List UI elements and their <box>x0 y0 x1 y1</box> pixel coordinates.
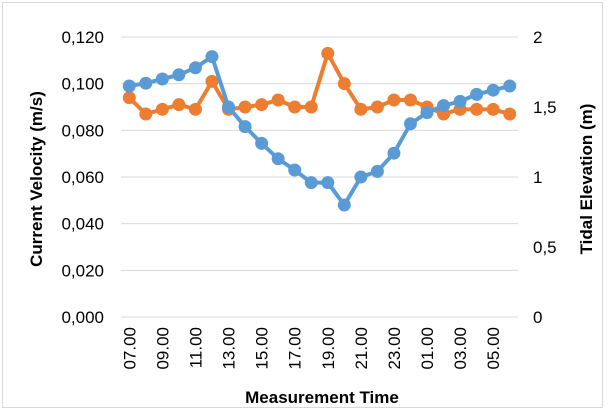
data-point <box>304 100 318 114</box>
data-point <box>139 107 153 121</box>
data-point <box>238 100 252 114</box>
data-point <box>387 146 401 160</box>
data-point <box>503 107 517 121</box>
data-point <box>354 102 368 116</box>
data-point <box>188 102 202 116</box>
data-point <box>271 152 285 166</box>
data-point <box>503 79 517 93</box>
data-point <box>370 164 384 178</box>
data-point <box>155 72 169 86</box>
x-tick-label: 09.00 <box>153 327 172 370</box>
data-point <box>255 136 269 150</box>
data-point <box>139 76 153 90</box>
chart-frame: 0,000 0,020 0,040 0,060 0,080 0,100 0,120 0 0,5… <box>2 2 603 408</box>
x-tick-label: 05.00 <box>484 327 503 370</box>
series-1 <box>122 46 517 121</box>
series-layer <box>122 46 517 212</box>
data-point <box>172 68 186 82</box>
data-point <box>403 93 417 107</box>
data-point <box>370 100 384 114</box>
data-point <box>453 94 467 108</box>
data-point <box>288 163 302 177</box>
y-tick-label: 0,100 <box>61 75 104 94</box>
y-tick-label: 0,120 <box>61 28 104 47</box>
y2-tick-label: 0 <box>533 308 542 327</box>
data-point <box>172 98 186 112</box>
x-tick-label: 01.00 <box>418 327 437 370</box>
data-point <box>403 117 417 131</box>
data-point <box>337 77 351 91</box>
data-point <box>122 91 136 105</box>
data-point <box>470 102 484 116</box>
right-axis-ticks: 0 0,5 1 1,5 2 <box>533 28 557 327</box>
data-point <box>387 93 401 107</box>
data-point <box>470 87 484 101</box>
x-axis-ticks: 07.00 09.00 11.00 13.00 15.00 17.00 19.00 21.00… <box>120 327 503 370</box>
data-point <box>205 74 219 88</box>
data-point <box>304 176 318 190</box>
data-point <box>437 99 451 113</box>
data-point <box>321 46 335 60</box>
y2-tick-label: 0,5 <box>533 238 557 257</box>
data-point <box>486 83 500 97</box>
x-tick-label: 03.00 <box>451 327 470 370</box>
data-point <box>255 98 269 112</box>
y2-axis-title: Tidal Elevation (m) <box>577 104 596 255</box>
data-point <box>238 120 252 134</box>
data-point <box>486 102 500 116</box>
y2-tick-label: 1,5 <box>533 98 557 117</box>
x-tick-label: 15.00 <box>253 327 272 370</box>
y-tick-label: 0,000 <box>61 308 104 327</box>
y-tick-label: 0,060 <box>61 168 104 187</box>
data-point <box>155 102 169 116</box>
data-point <box>122 79 136 93</box>
x-tick-label: 17.00 <box>286 327 305 370</box>
x-tick-label: 11.00 <box>186 327 205 368</box>
y-tick-label: 0,080 <box>61 121 104 140</box>
data-point <box>205 50 219 64</box>
series-2 <box>122 50 517 212</box>
y-tick-label: 0,040 <box>61 215 104 234</box>
y-axis-title: Current Velocity (m/s) <box>27 91 46 267</box>
x-tick-label: 07.00 <box>120 327 139 370</box>
chart-svg: 0,000 0,020 0,040 0,060 0,080 0,100 0,120 0 0,5… <box>27 28 596 407</box>
data-point <box>337 198 351 212</box>
data-point <box>288 100 302 114</box>
left-axis-ticks: 0,000 0,020 0,040 0,060 0,080 0,100 0,120 <box>61 28 104 327</box>
y2-tick-label: 2 <box>533 28 542 47</box>
data-point <box>222 100 236 114</box>
data-point <box>354 170 368 184</box>
x-tick-label: 21.00 <box>352 327 371 370</box>
x-tick-label: 23.00 <box>385 327 404 370</box>
data-point <box>321 176 335 190</box>
y2-tick-label: 1 <box>533 168 542 187</box>
data-point <box>420 106 434 120</box>
data-point <box>271 93 285 107</box>
y-tick-label: 0,020 <box>61 261 104 280</box>
x-axis-title: Measurement Time <box>245 388 399 407</box>
data-point <box>188 61 202 75</box>
x-tick-label: 13.00 <box>220 327 239 370</box>
x-tick-label: 19.00 <box>319 327 338 370</box>
